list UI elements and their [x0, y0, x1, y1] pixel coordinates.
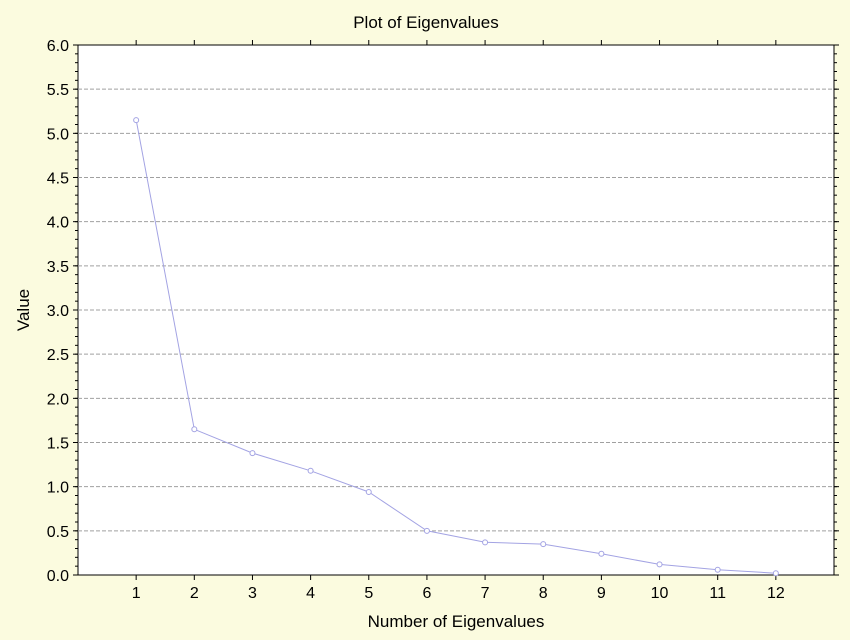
y-tick-label: 3.0 — [47, 303, 69, 320]
series-line — [135, 120, 776, 574]
data-point — [249, 450, 256, 457]
series-layer — [133, 117, 779, 577]
y-tick-label: 1.5 — [47, 436, 69, 453]
y-axis-title: Value — [14, 289, 33, 331]
x-tick-label: 11 — [709, 585, 726, 602]
y-tick-label: 2.5 — [47, 347, 69, 364]
x-tick-label: 4 — [306, 585, 315, 602]
y-tick-label: 4.0 — [47, 215, 69, 232]
y-tick-label: 0.5 — [47, 524, 69, 541]
x-tick-label: 10 — [651, 585, 669, 602]
x-tick-label: 7 — [481, 585, 490, 602]
x-tick-label: 8 — [539, 585, 548, 602]
data-point — [482, 539, 489, 546]
y-tick-label: 1.0 — [47, 480, 69, 497]
data-point — [133, 117, 140, 124]
grid-lines — [78, 88, 834, 532]
x-tick-label: 2 — [190, 585, 199, 602]
data-point — [423, 527, 430, 534]
x-tick-label: 9 — [597, 585, 606, 602]
data-point — [307, 467, 314, 474]
y-axis-ticks: 0.0 0.5 1.0 1.5 2.0 2.5 3.0 3.5 4.0 4.5 5.0 5.5 6.0 — [47, 38, 839, 585]
data-point — [191, 426, 198, 433]
y-tick-label: 3.5 — [47, 259, 69, 276]
y-tick-label: 4.5 — [47, 171, 69, 188]
y-tick-label: 2.0 — [47, 391, 69, 408]
x-tick-label: 1 — [132, 585, 141, 602]
x-tick-label: 6 — [422, 585, 431, 602]
data-point — [714, 566, 721, 573]
data-point — [656, 561, 663, 568]
y-tick-label: 6.0 — [47, 38, 69, 55]
data-point — [365, 488, 372, 495]
y-tick-label: 0.0 — [47, 568, 69, 585]
data-point — [540, 541, 547, 548]
x-axis-title: Number of Eigenvalues — [368, 612, 545, 631]
data-point — [598, 550, 605, 557]
x-tick-label: 12 — [767, 585, 785, 602]
x-tick-label: 5 — [364, 585, 373, 602]
y-tick-label: 5.5 — [47, 82, 69, 99]
data-point — [772, 570, 779, 577]
chart-title: Plot of Eigenvalues — [353, 13, 499, 32]
x-tick-label: 3 — [248, 585, 257, 602]
x-axis-ticks: 1 2 3 4 5 6 7 8 9 10 11 12 — [132, 40, 785, 602]
y-tick-label: 5.0 — [47, 126, 69, 143]
